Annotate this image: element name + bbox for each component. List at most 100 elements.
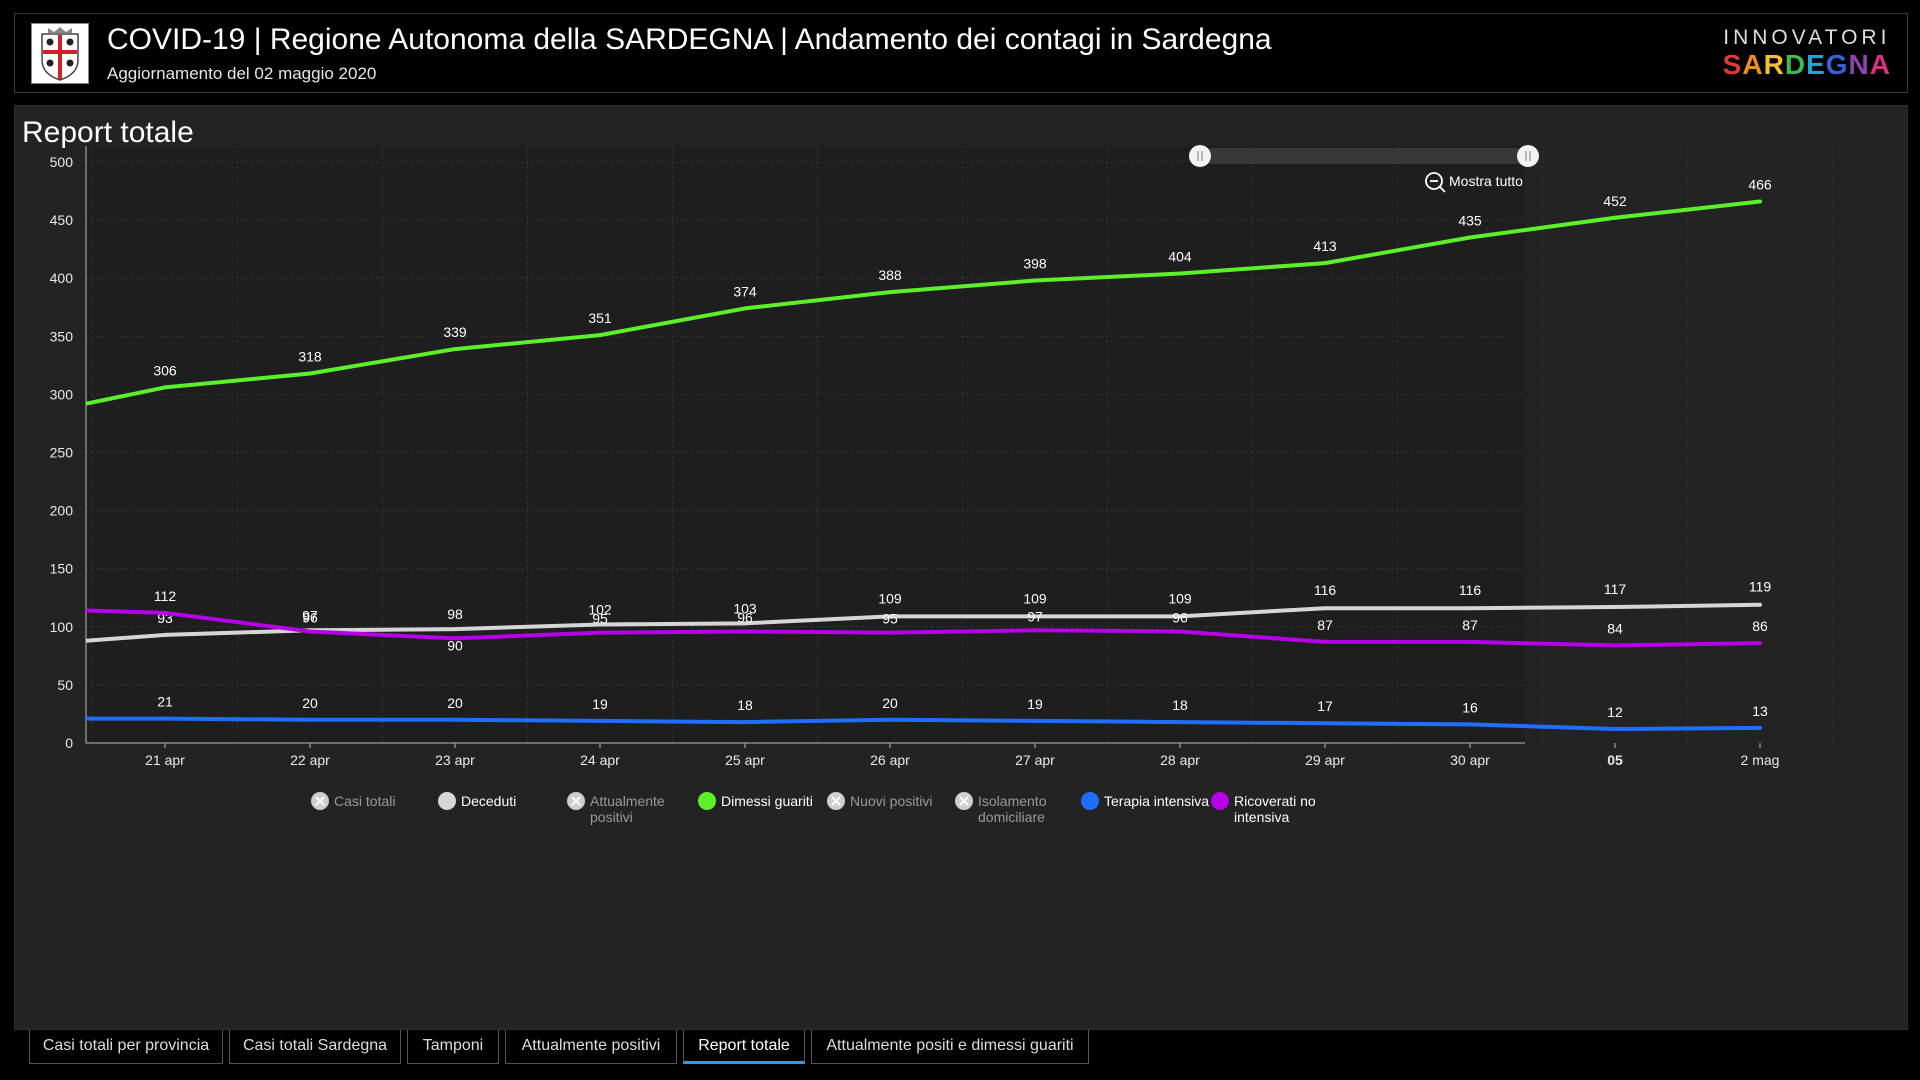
data-point [1033,628,1037,633]
data-point [453,717,457,722]
data-label: 435 [1458,213,1482,229]
tab-casi-totali-sardegna[interactable]: Casi totali Sardegna [229,1030,401,1064]
brand-letter: A [1742,49,1764,80]
data-point [743,306,747,311]
brand-letter: A [1869,49,1891,80]
tab-attualmente-positi-e-dimessi-guariti[interactable]: Attualmente positi e dimessi guariti [811,1030,1089,1064]
data-point [743,621,747,626]
innovatori-sardegna-logo: INNOVATORI SARDEGNA [1723,26,1891,80]
x-tick-label: 24 apr [580,752,620,768]
data-label: 318 [298,348,322,364]
y-tick-label: 250 [50,445,74,461]
data-point [888,290,892,295]
region-logo [31,23,89,84]
range-handle-right[interactable] [1517,145,1539,167]
range-scrollbar[interactable] [1200,148,1528,164]
data-point [1178,629,1182,634]
data-label: 97 [302,607,318,623]
data-point [163,385,167,390]
legend-label: positivi [590,809,633,825]
data-point [1758,641,1762,646]
data-label: 117 [1604,581,1627,597]
data-label: 20 [447,695,463,711]
x-tick-label: 30 apr [1450,752,1490,768]
brand-top-text: INNOVATORI [1723,26,1891,49]
data-label: 84 [1607,620,1623,636]
data-label: 20 [302,695,318,711]
data-label: 119 [1749,579,1772,595]
data-point [1178,614,1182,619]
legend-item-nuovi-positivi[interactable]: Nuovi positivi [827,792,932,810]
y-tick-label: 500 [50,154,74,170]
x-tick-label: 27 apr [1015,752,1055,768]
data-point [1323,721,1327,726]
legend-marker[interactable] [1211,792,1229,810]
data-point [1323,261,1327,266]
x-tick-label: 21 apr [145,752,185,768]
data-point [163,632,167,637]
x-tick-label: 26 apr [870,752,910,768]
data-point [1613,215,1617,220]
data-point [888,630,892,635]
legend-label: Casi totali [334,793,395,809]
legend-item-deceduti[interactable]: Deceduti [438,792,516,810]
data-point [1613,643,1617,648]
data-label: 12 [1607,704,1623,720]
data-label: 398 [1023,256,1047,272]
tab-report-totale[interactable]: Report totale [683,1030,805,1064]
data-label: 13 [1752,703,1768,719]
legend-item-terapia-intensiva[interactable]: Terapia intensiva [1081,792,1209,810]
data-label: 374 [733,283,757,299]
y-tick-label: 100 [50,619,74,635]
brand-letter: E [1806,49,1826,80]
data-point [453,627,457,632]
tab-casi-totali-per-provincia[interactable]: Casi totali per provincia [29,1030,223,1064]
data-label: 95 [882,611,898,627]
legend-item-dimessi-guariti[interactable]: Dimessi guariti [698,792,813,810]
data-label: 20 [882,695,898,711]
tab-tamponi[interactable]: Tamponi [407,1030,499,1064]
data-label: 95 [592,611,608,627]
data-point [743,629,747,634]
data-label: 98 [447,606,463,622]
legend-item-casi-totali[interactable]: Casi totali [311,792,395,810]
range-handle-left[interactable] [1189,145,1211,167]
data-label: 306 [153,362,177,378]
data-point [308,629,312,634]
x-tick-label: 29 apr [1305,752,1345,768]
y-tick-label: 400 [50,270,74,286]
y-tick-label: 450 [50,212,74,228]
zoom-out-icon[interactable] [1425,172,1446,193]
data-label: 103 [733,600,757,616]
y-tick-label: 150 [50,561,74,577]
data-point [1613,605,1617,610]
data-point [1468,639,1472,644]
data-label: 87 [1462,617,1478,633]
data-label: 388 [878,267,902,283]
legend-marker[interactable] [698,792,716,810]
legend-label: Attualmente [590,793,665,809]
data-point [888,614,892,619]
brand-letter: S [1722,49,1743,80]
sardinia-coat-of-arms-icon [41,27,79,81]
legend-x-mark [959,796,969,806]
data-point [1758,725,1762,730]
data-label: 351 [588,310,612,326]
legend-label: Dimessi guariti [721,793,813,809]
x-tick-label: 23 apr [435,752,475,768]
legend-label: Terapia intensiva [1104,793,1209,809]
data-point [1178,720,1182,725]
data-point [308,717,312,722]
panel-title: Report totale [22,116,194,149]
data-label: 404 [1168,249,1192,265]
data-label: 97 [1027,608,1043,624]
y-tick-label: 350 [50,328,74,344]
legend-marker[interactable] [1081,792,1099,810]
zoom-reset-button[interactable]: Mostra tutto [1449,173,1523,189]
tab-attualmente-positivi[interactable]: Attualmente positivi [505,1030,677,1064]
legend-marker[interactable] [438,792,456,810]
data-point [1758,199,1762,204]
